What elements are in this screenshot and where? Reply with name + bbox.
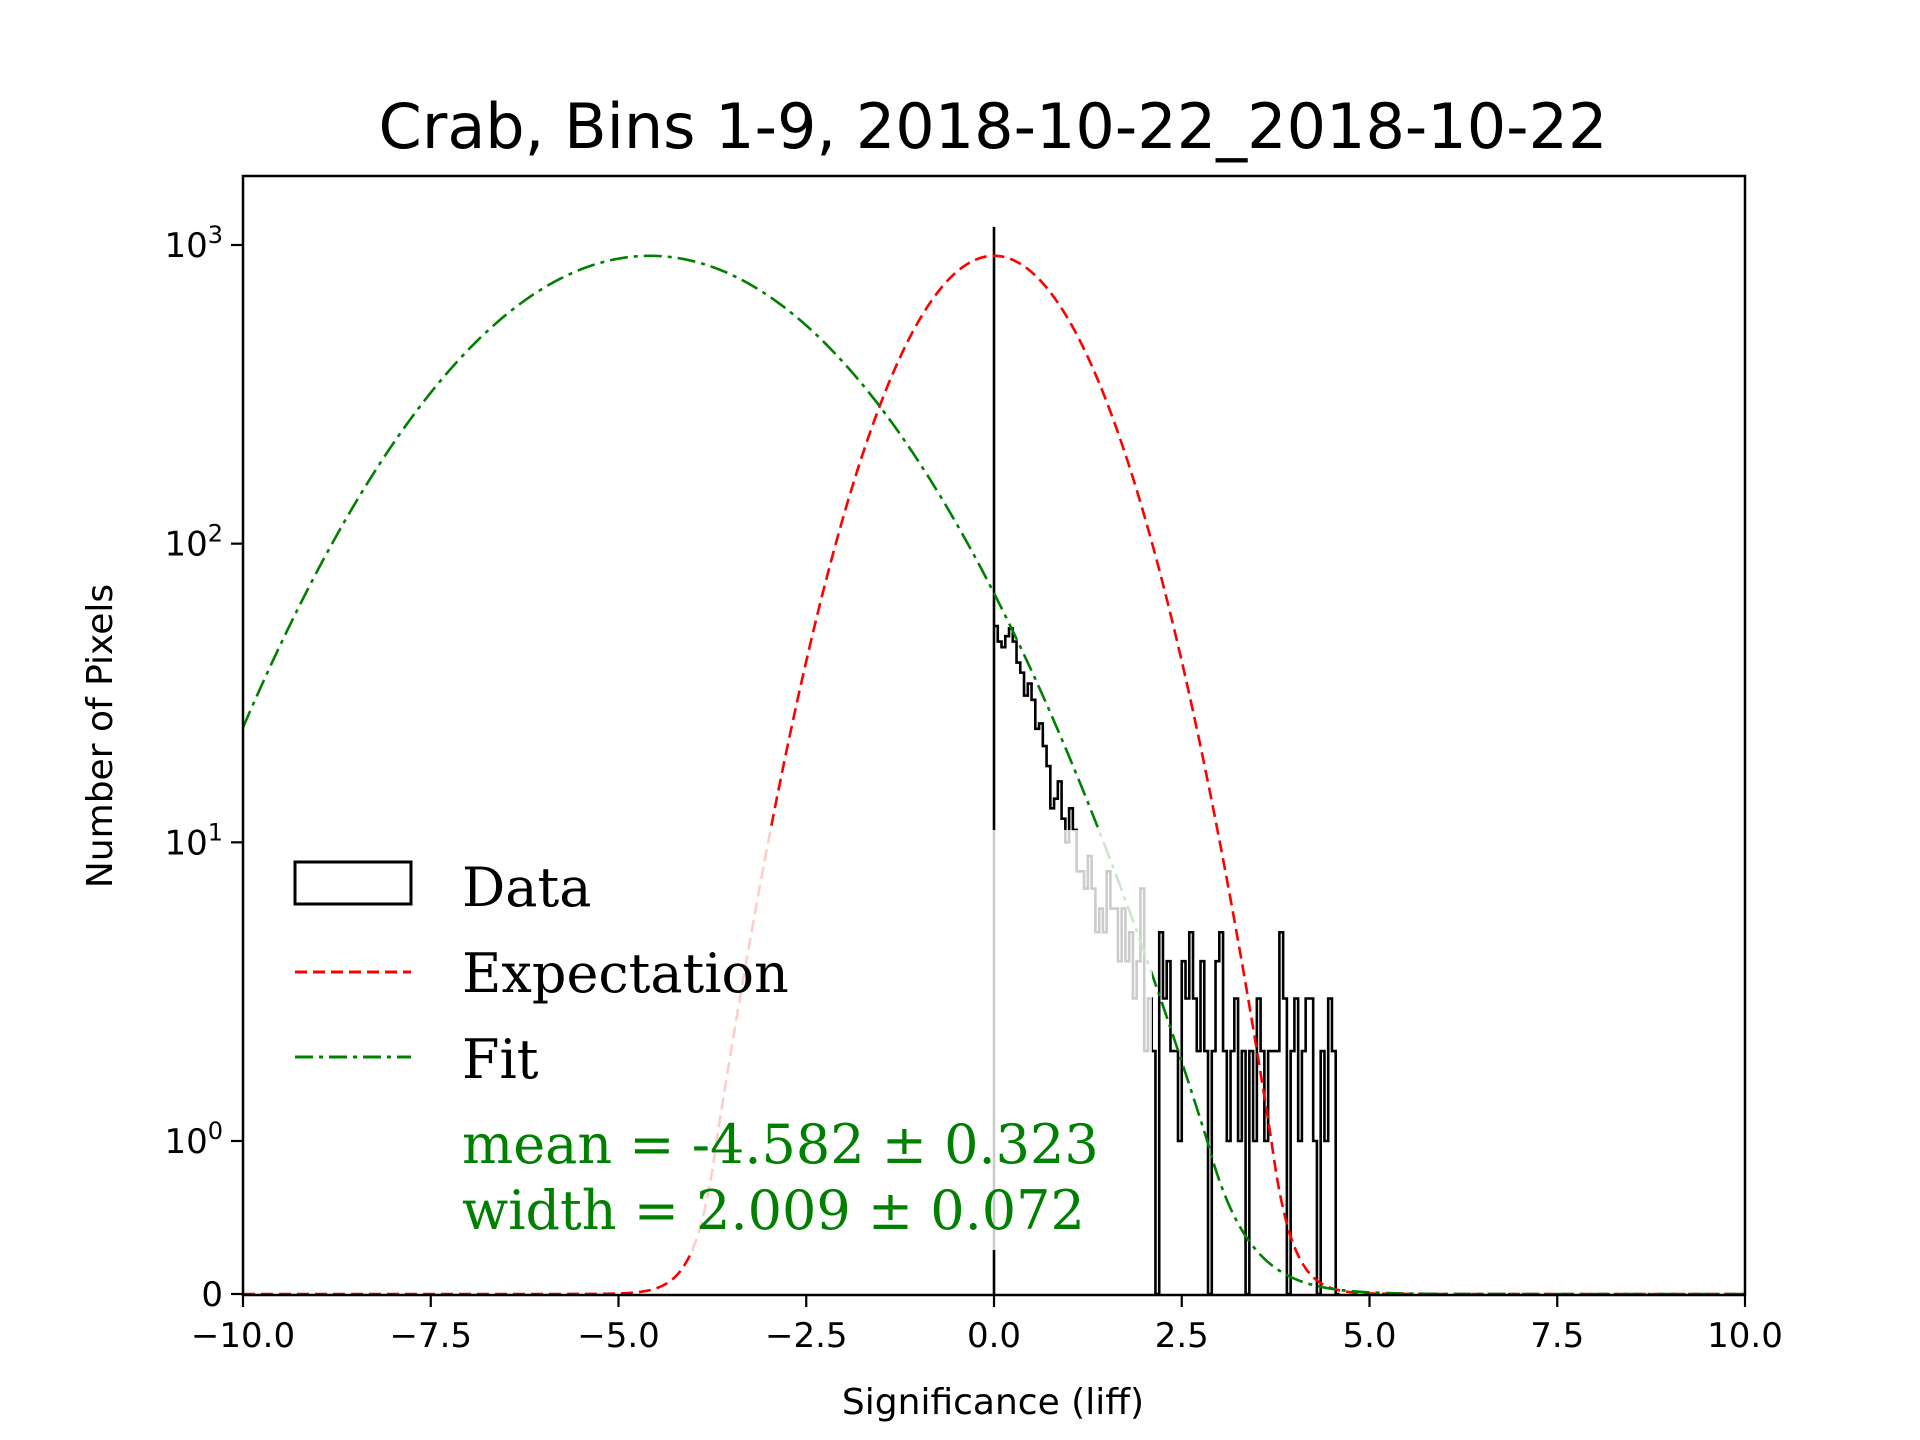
y-tick-label: 102	[164, 520, 223, 565]
chart-title: Crab, Bins 1-9, 2018-10-22_2018-10-22	[379, 90, 1608, 163]
x-tick-label: −7.5	[389, 1316, 472, 1356]
annotation-width: width = 2.009 ± 0.072	[462, 1179, 1085, 1242]
x-tick-label: 5.0	[1342, 1316, 1396, 1356]
data-histogram-step	[992, 226, 1340, 1295]
legend-box	[272, 830, 1152, 1250]
x-tick-label: −2.5	[765, 1316, 848, 1356]
y-tick-label: 0	[201, 1275, 223, 1315]
legend-handle-data	[293, 860, 413, 906]
x-axis-label: Significance (liff)	[842, 1382, 1144, 1423]
x-tick-label: 10.0	[1707, 1316, 1783, 1356]
x-axis: −10.0 −7.5 −5.0 −2.5 0.0 2.5 5.0 7.5 10.0	[191, 1295, 1783, 1356]
legend-label-fit: Fit	[462, 1028, 539, 1091]
x-tick-label: −5.0	[577, 1316, 660, 1356]
x-tick-label: −10.0	[191, 1316, 295, 1356]
legend-label-expectation: Expectation	[462, 942, 789, 1005]
y-tick-label: 101	[164, 818, 223, 863]
x-tick-label: 0.0	[967, 1316, 1021, 1356]
y-axis-label: Number of Pixels	[80, 584, 121, 888]
y-tick-label: 103	[164, 221, 223, 266]
legend-label-data: Data	[462, 856, 591, 919]
x-tick-label: 2.5	[1155, 1316, 1209, 1356]
annotation-mean: mean = -4.582 ± 0.323	[462, 1113, 1099, 1176]
y-tick-label: 100	[164, 1117, 223, 1162]
x-tick-label: 7.5	[1530, 1316, 1584, 1356]
y-axis: 0 100 101 102 103	[164, 221, 243, 1315]
